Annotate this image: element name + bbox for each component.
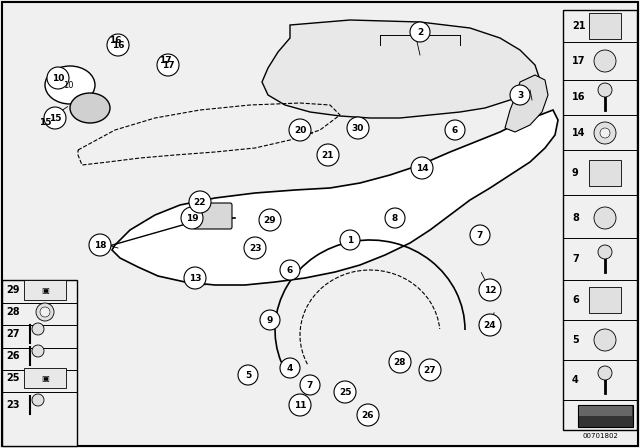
FancyBboxPatch shape <box>2 280 77 446</box>
Circle shape <box>389 351 411 373</box>
Circle shape <box>47 67 69 89</box>
Text: 29: 29 <box>6 285 20 295</box>
Text: 18: 18 <box>93 241 106 250</box>
Text: 11: 11 <box>294 401 307 409</box>
Text: 9: 9 <box>572 168 579 178</box>
FancyBboxPatch shape <box>589 160 621 186</box>
Text: 13: 13 <box>189 273 201 283</box>
Text: 7: 7 <box>307 380 313 389</box>
Circle shape <box>289 119 311 141</box>
Circle shape <box>280 260 300 280</box>
Text: 17: 17 <box>162 60 174 69</box>
Circle shape <box>598 83 612 97</box>
Circle shape <box>317 144 339 166</box>
Text: 16: 16 <box>572 92 586 102</box>
Text: 19: 19 <box>186 214 198 223</box>
Text: 7: 7 <box>477 231 483 240</box>
Circle shape <box>334 381 356 403</box>
Circle shape <box>260 310 280 330</box>
Text: 28: 28 <box>6 307 20 317</box>
Circle shape <box>32 394 44 406</box>
Text: 8: 8 <box>572 213 579 223</box>
Text: 20: 20 <box>294 125 306 134</box>
Text: 29: 29 <box>264 215 276 224</box>
FancyBboxPatch shape <box>24 368 66 388</box>
Circle shape <box>357 404 379 426</box>
FancyBboxPatch shape <box>579 406 632 416</box>
Polygon shape <box>505 75 548 132</box>
Circle shape <box>598 245 612 259</box>
Text: 28: 28 <box>394 358 406 366</box>
Text: 26: 26 <box>6 351 20 361</box>
Circle shape <box>32 345 44 357</box>
Circle shape <box>32 323 44 335</box>
Text: 21: 21 <box>322 151 334 159</box>
Text: 12: 12 <box>484 285 496 294</box>
Circle shape <box>300 375 320 395</box>
Text: 17: 17 <box>159 56 172 65</box>
Circle shape <box>347 117 369 139</box>
Circle shape <box>40 307 50 317</box>
Text: 5: 5 <box>245 370 251 379</box>
Text: 8: 8 <box>392 214 398 223</box>
Circle shape <box>445 120 465 140</box>
Circle shape <box>89 234 111 256</box>
Text: 23: 23 <box>6 400 20 410</box>
Circle shape <box>510 85 530 105</box>
Circle shape <box>385 208 405 228</box>
Circle shape <box>419 359 441 381</box>
Text: 6: 6 <box>287 266 293 275</box>
Circle shape <box>594 122 616 144</box>
Text: 22: 22 <box>194 198 206 207</box>
Circle shape <box>479 279 501 301</box>
Text: 21: 21 <box>572 21 586 31</box>
Text: 25: 25 <box>339 388 351 396</box>
Text: 14: 14 <box>416 164 428 172</box>
Ellipse shape <box>45 66 95 104</box>
FancyBboxPatch shape <box>589 13 621 39</box>
Circle shape <box>259 209 281 231</box>
FancyBboxPatch shape <box>563 10 637 430</box>
Circle shape <box>244 237 266 259</box>
Text: 15: 15 <box>49 113 61 122</box>
Circle shape <box>410 22 430 42</box>
Circle shape <box>340 230 360 250</box>
Text: 10: 10 <box>52 73 64 82</box>
Text: 23: 23 <box>249 244 261 253</box>
Circle shape <box>184 267 206 289</box>
FancyBboxPatch shape <box>589 287 621 313</box>
Text: 27: 27 <box>6 329 20 339</box>
Text: 15: 15 <box>39 117 51 126</box>
Circle shape <box>411 157 433 179</box>
Circle shape <box>594 50 616 72</box>
Circle shape <box>280 358 300 378</box>
Circle shape <box>238 365 258 385</box>
Circle shape <box>157 54 179 76</box>
Circle shape <box>594 329 616 351</box>
Text: 5: 5 <box>572 335 579 345</box>
Circle shape <box>107 34 129 56</box>
Circle shape <box>594 207 616 229</box>
Text: ▣: ▣ <box>41 285 49 294</box>
Text: 6: 6 <box>452 125 458 134</box>
Circle shape <box>44 107 66 129</box>
Circle shape <box>181 207 203 229</box>
Text: 14: 14 <box>572 128 586 138</box>
Text: 17: 17 <box>572 56 586 66</box>
Text: 4: 4 <box>287 363 293 372</box>
Circle shape <box>36 303 54 321</box>
Text: 7: 7 <box>572 254 579 264</box>
FancyBboxPatch shape <box>193 203 232 229</box>
Text: 4: 4 <box>572 375 579 385</box>
Text: 25: 25 <box>6 373 20 383</box>
Text: 26: 26 <box>362 410 374 419</box>
Text: 6: 6 <box>572 295 579 305</box>
Text: 27: 27 <box>424 366 436 375</box>
Text: 24: 24 <box>484 320 496 329</box>
Text: 10: 10 <box>63 81 73 90</box>
FancyBboxPatch shape <box>24 280 66 300</box>
Circle shape <box>598 366 612 380</box>
Text: ▣: ▣ <box>41 374 49 383</box>
FancyBboxPatch shape <box>578 405 633 427</box>
